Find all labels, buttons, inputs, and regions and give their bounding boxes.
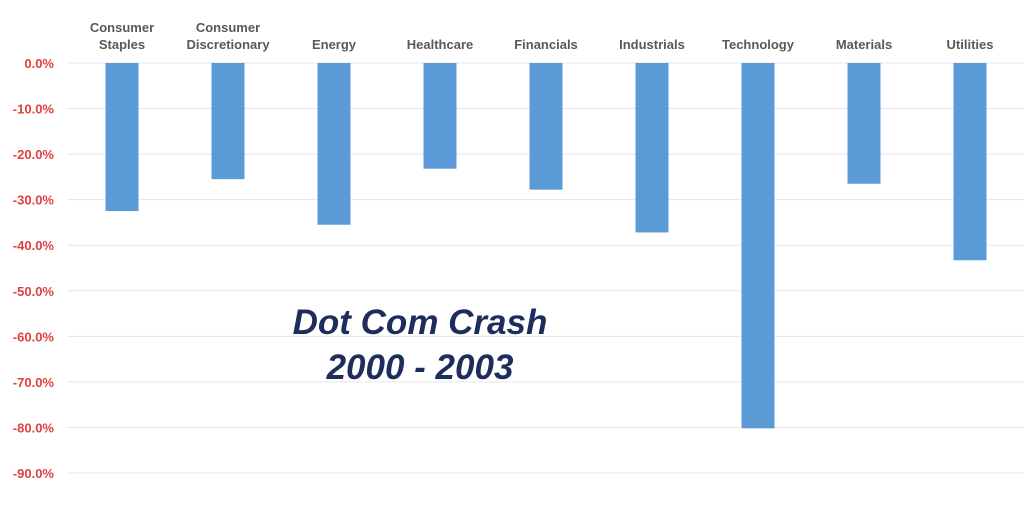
category-label: Discretionary xyxy=(186,37,270,52)
y-tick-label: -60.0% xyxy=(13,329,55,344)
bars xyxy=(105,63,987,429)
annotation-line-2: 2000 - 2003 xyxy=(326,348,514,387)
category-label: Industrials xyxy=(619,37,685,52)
category-label: Staples xyxy=(99,37,145,52)
category-label: Consumer xyxy=(196,20,260,35)
annotation-line-1: Dot Com Crash xyxy=(292,303,548,342)
y-tick-label: -80.0% xyxy=(13,420,55,435)
category-label: Financials xyxy=(514,37,578,52)
chart-annotation: Dot Com Crash 2000 - 2003 xyxy=(230,300,610,390)
category-label: Utilities xyxy=(947,37,994,52)
y-tick-label: -30.0% xyxy=(13,193,55,208)
bar xyxy=(953,63,987,261)
category-labels: Consumer Staples Consumer Discretionary Ener… xyxy=(90,20,994,52)
y-tick-label: -40.0% xyxy=(13,238,55,253)
bar xyxy=(847,63,881,184)
category-label: Technology xyxy=(722,37,795,52)
y-tick-label: -10.0% xyxy=(13,102,55,117)
bar xyxy=(741,63,775,429)
bar xyxy=(635,63,669,233)
category-label: Healthcare xyxy=(407,37,473,52)
bar xyxy=(529,63,563,190)
category-label: Energy xyxy=(312,37,357,52)
y-tick-label: 0.0% xyxy=(24,56,54,71)
y-axis-ticks: 0.0% -10.0% -20.0% -30.0% -40.0% -50.0% -60.0%… xyxy=(13,56,55,481)
bar xyxy=(105,63,139,212)
y-tick-label: -70.0% xyxy=(13,375,55,390)
category-label: Consumer xyxy=(90,20,154,35)
bar xyxy=(423,63,457,169)
y-tick-label: -20.0% xyxy=(13,147,55,162)
y-tick-label: -50.0% xyxy=(13,284,55,299)
category-label: Materials xyxy=(836,37,892,52)
bar xyxy=(211,63,245,180)
bar xyxy=(317,63,351,225)
y-tick-label: -90.0% xyxy=(13,466,55,481)
